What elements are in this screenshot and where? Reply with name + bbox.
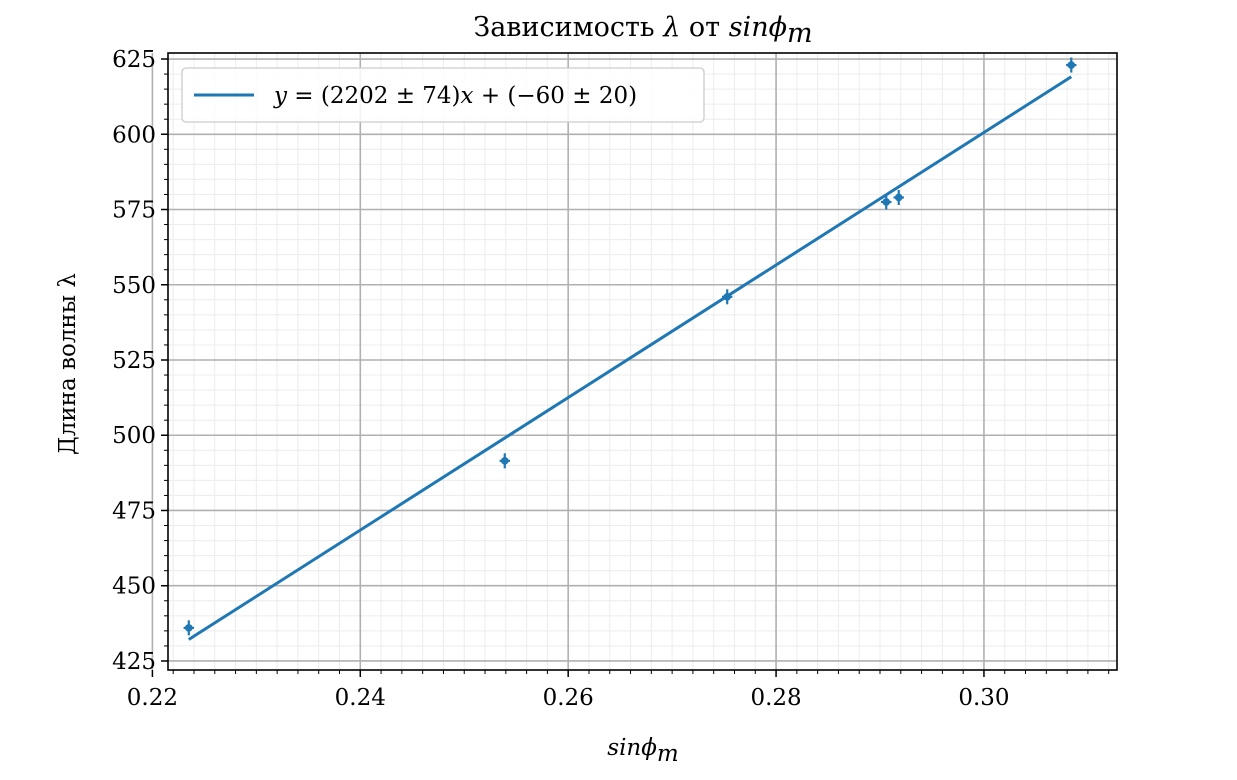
legend: y = (2202 ± 74)x + (−60 ± 20) [181,67,705,123]
fit-line [187,75,1073,641]
y-tick-label: 450 [112,574,156,600]
y-tick-label: 425 [112,649,156,675]
y-tick-label: 550 [112,273,156,299]
point-marker [1067,61,1076,69]
data-point [893,189,904,205]
data-points [183,57,1077,636]
x-tick-label: 0.30 [958,685,1009,711]
y-axis-label: Длина волны λ [55,273,81,455]
y-tick-label: 525 [112,348,156,374]
chart-title: Зависимость λ от sinϕm [473,12,812,49]
x-tick-label: 0.26 [543,685,594,711]
fit-layer [187,75,1073,641]
x-tick-label: 0.22 [127,685,178,711]
point-marker [184,624,193,632]
y-tick-label: 575 [112,198,156,224]
major-grid [151,53,1117,670]
point-marker [882,198,891,206]
data-point [881,194,892,210]
ticks: 0.22 0.24 0.26 0.28 0.30 425 450 475 500 525 550 57… [112,47,1110,711]
y-tick-label: 600 [112,122,156,148]
data-point [499,453,510,469]
data-point [722,289,733,305]
x-axis-label: sinϕm [607,735,678,767]
point-marker [723,292,732,301]
legend-box [181,67,705,123]
y-tick-label: 500 [112,423,156,449]
y-tick-label: 625 [112,47,156,73]
plot-frame [167,52,1118,671]
data-point [1066,57,1077,73]
point-marker [894,193,903,202]
minor-grid [168,53,1117,670]
x-tick-label: 0.24 [335,685,386,711]
x-tick-label: 0.28 [750,685,801,711]
point-marker [500,457,509,465]
data-point [183,620,194,636]
legend-label: y = (2202 ± 74)x + (−60 ± 20) [273,83,637,109]
y-tick-label: 475 [112,498,156,524]
